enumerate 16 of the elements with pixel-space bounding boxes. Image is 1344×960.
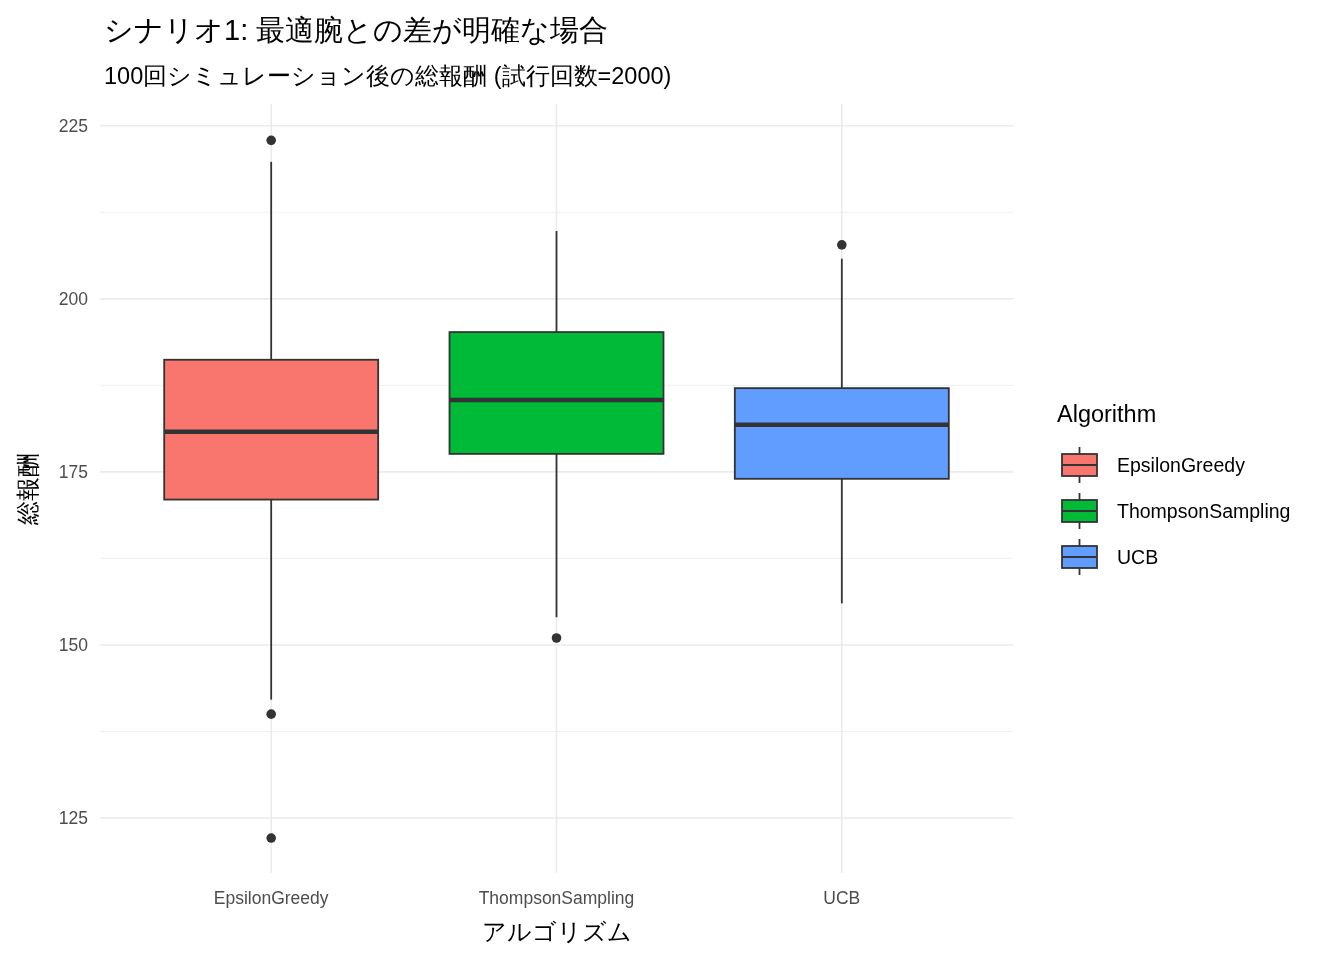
legend-label: ThompsonSampling <box>1117 500 1291 522</box>
xtick-label: ThompsonSampling <box>478 888 635 908</box>
ytick-label: 200 <box>58 288 88 309</box>
xtick-label: UCB <box>823 888 861 908</box>
legend-label: EpsilonGreedy <box>1117 454 1245 476</box>
title: シナリオ1: 最適腕との差が明確な場合 <box>104 14 609 46</box>
ytick-label: 175 <box>58 461 88 482</box>
ytick-label: 125 <box>58 807 88 828</box>
xtick-label: EpsilonGreedy <box>213 888 329 908</box>
subtitle: 100回シミュレーション後の総報酬 (試行回数=2000) <box>104 63 672 89</box>
ytick-label: 150 <box>58 634 88 655</box>
ylabel: 総報酬 <box>15 452 41 525</box>
legend-label: UCB <box>1117 546 1159 568</box>
xlabel: アルゴリズム <box>481 919 632 945</box>
ytick-label: 225 <box>58 115 88 136</box>
legend-title: Algorithm <box>1057 401 1157 427</box>
